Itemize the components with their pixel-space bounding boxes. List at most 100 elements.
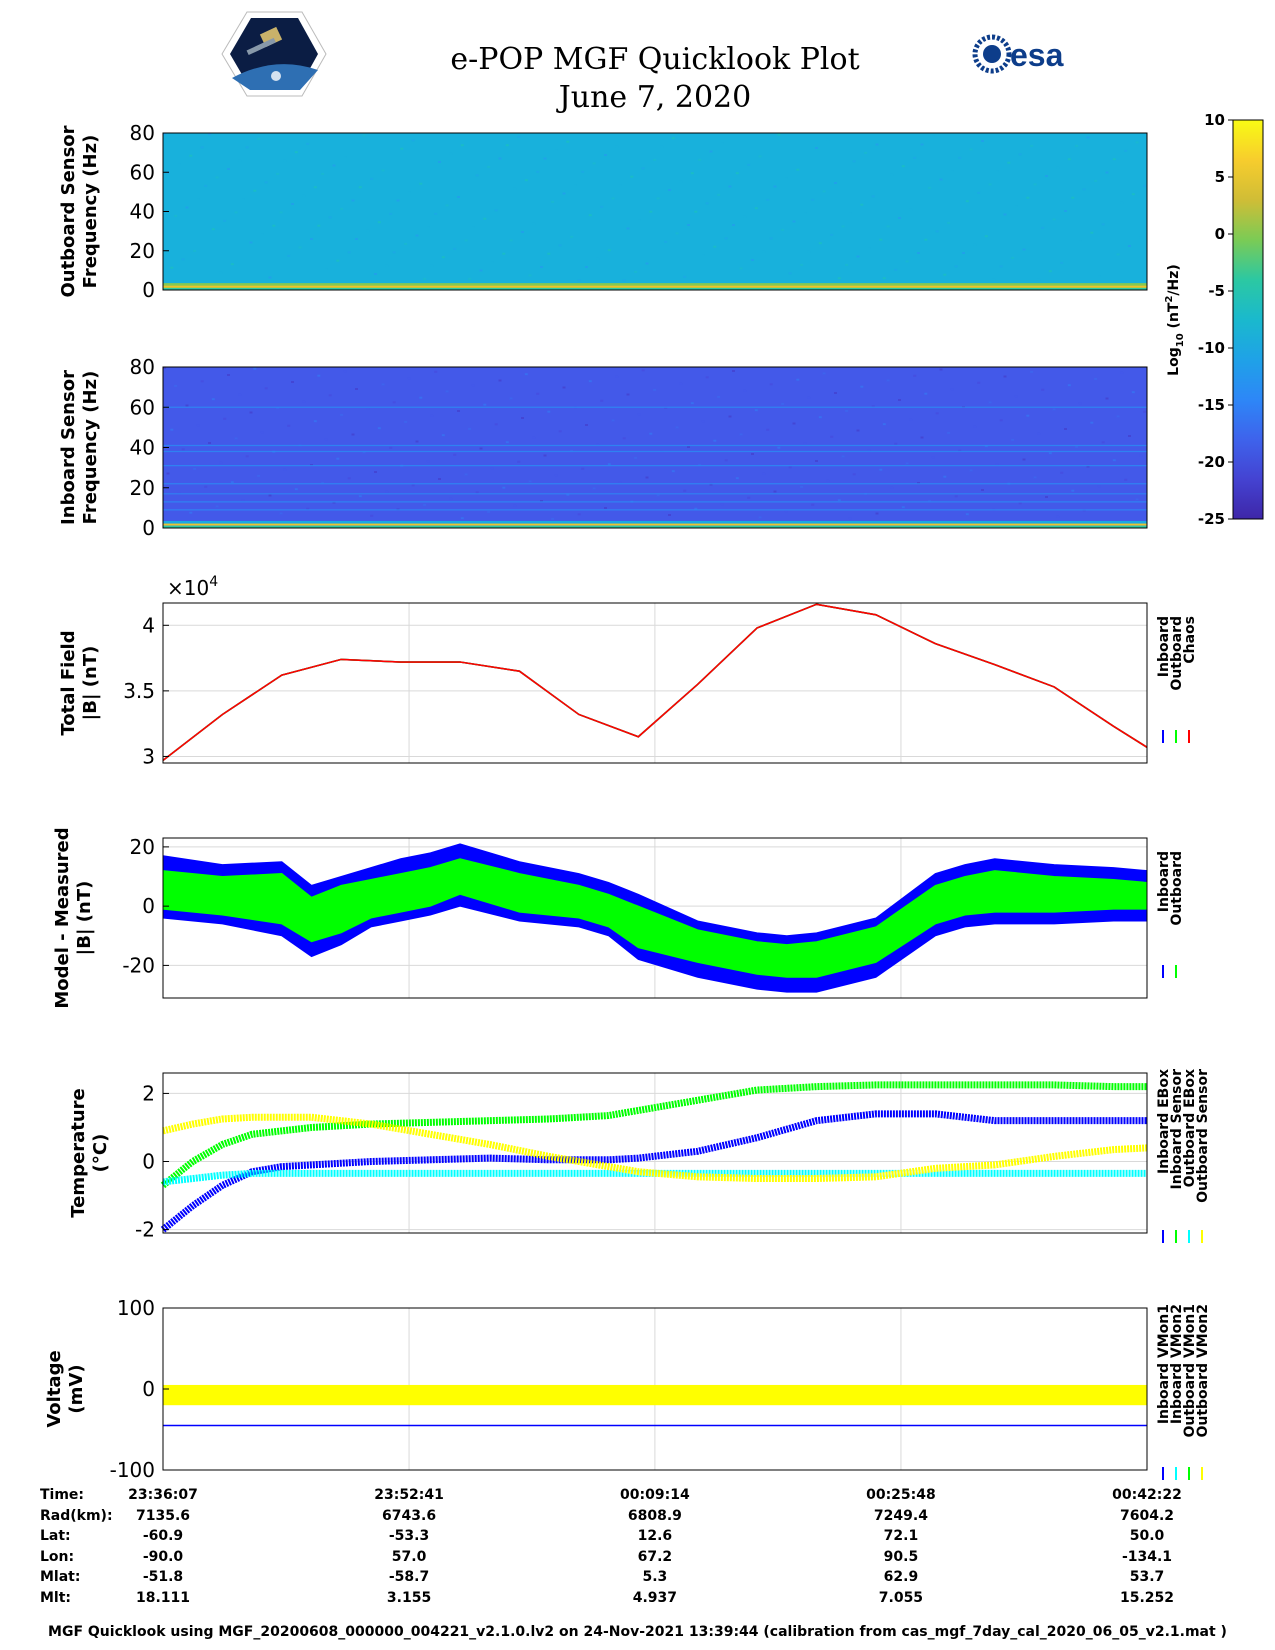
spectrogram-noise (1011, 256, 1015, 259)
spectrogram-noise (260, 431, 264, 434)
spectrogram-noise (321, 172, 325, 175)
spectrogram-noise (984, 445, 988, 448)
spectrogram-noise (547, 252, 551, 255)
spectrogram-noise (1045, 175, 1048, 177)
spectrogram-noise (1090, 421, 1094, 424)
spectrogram-noise (656, 494, 660, 497)
spectrogram-noise (1094, 179, 1098, 182)
ephemeris-value: 50.0 (1129, 1528, 1165, 1544)
spectrogram-noise (732, 224, 735, 226)
spectrogram-noise (423, 277, 427, 280)
ephemeris-value: 7.055 (878, 1589, 924, 1606)
spectrogram-noise (1007, 161, 1011, 164)
legend-entry: Chaos (1182, 616, 1198, 664)
spectrogram-noise (626, 393, 630, 396)
spectrogram-noise (618, 184, 622, 187)
spectrogram-noise (513, 187, 517, 190)
spectrogram-noise (487, 165, 491, 168)
spectrogram-noise (347, 477, 351, 480)
spectrogram-noise (641, 369, 645, 372)
spectrogram-noise (935, 230, 939, 233)
spectrogram-noise (324, 268, 328, 271)
spectrogram-noise (407, 377, 411, 380)
spectrogram-noise (1124, 478, 1128, 481)
spectrogram-noise (517, 135, 521, 138)
spectrogram-noise (1086, 136, 1090, 139)
spectrogram-noise (649, 432, 653, 435)
spectrogram-noise (234, 211, 238, 214)
spectrogram-noise (276, 406, 280, 409)
legend-label: Inboard (1156, 851, 1172, 912)
spectrogram-noise (1097, 485, 1101, 488)
spectrogram-noise (909, 418, 913, 421)
spectrogram-noise (1116, 415, 1120, 418)
spectrogram-noise (381, 383, 385, 386)
y-tick-label: 40 (130, 200, 155, 224)
spectrogram-noise (943, 475, 947, 478)
spectrogram-noise (460, 144, 464, 147)
spectrogram-noise (735, 477, 739, 480)
spectrogram-noise (374, 471, 377, 473)
spectrogram-noise (268, 276, 272, 279)
spectrogram-noise (370, 514, 374, 517)
spectrogram-noise (1135, 498, 1139, 501)
spectrogram-noise (396, 199, 400, 202)
spectrogram-noise (924, 392, 928, 395)
ephemeris-value: 7604.2 (1119, 1507, 1175, 1524)
spectrogram-noise (245, 455, 249, 458)
spectrogram-noise (230, 263, 234, 266)
spectrogram-noise (815, 460, 818, 462)
spectrogram-noise (313, 420, 317, 423)
ephemeris-value: 6743.6 (382, 1507, 437, 1524)
spectrogram-noise (777, 446, 781, 449)
ephemeris-value: 18.111 (135, 1589, 191, 1606)
legend-entry: Inboard Sensor (1169, 1069, 1185, 1190)
spectrogram-noise (257, 474, 261, 477)
spectrogram-noise (1022, 458, 1026, 461)
spectrogram-noise (837, 277, 841, 280)
voltage-frame (162, 1307, 1148, 1471)
model-measured-frame (162, 837, 1148, 999)
spectrogram-noise (687, 446, 690, 448)
spectrogram-noise (781, 402, 785, 405)
colorbar-tick-label: 0 (1215, 225, 1225, 243)
ephemeris-table: Time: Rad(km): Lat: Lon: Mlat: Mlt: 23:36:07 7… (0, 1487, 1275, 1612)
spectrogram-noise (954, 495, 958, 498)
spectrogram-noise (977, 381, 981, 384)
spectrogram-noise (310, 464, 313, 466)
spectrogram-noise (917, 252, 920, 254)
spectrogram-noise (683, 489, 687, 492)
spectrogram-noise (965, 200, 969, 203)
ephemeris-value: 00:42:22 (1112, 1487, 1182, 1503)
colorbar-label-part: Log (1166, 347, 1182, 376)
legend-label: Inboard VMon1 (1156, 1304, 1172, 1424)
spectrogram-noise (536, 392, 540, 395)
spectrogram-noise (170, 266, 174, 269)
ephemeris-label: Mlt: (40, 1589, 72, 1606)
spectrogram-noise (558, 244, 562, 247)
ephemeris-label: Lon: (40, 1548, 75, 1565)
spectrogram-noise (611, 197, 615, 200)
spectrogram-noise (981, 489, 984, 491)
spectrogram-noise (784, 177, 788, 180)
ephemeris-value: 00:25:48 (866, 1487, 936, 1503)
spectrogram-noise (988, 183, 992, 186)
spectrogram-noise (1112, 158, 1116, 161)
spectrogram-noise (227, 168, 230, 170)
y-axis-label-line1: Voltage (44, 1350, 65, 1427)
spectrogram-noise (245, 146, 249, 149)
spectrogram-noise (585, 266, 588, 268)
spectrogram-noise (306, 142, 310, 145)
legend-entry: Inboard (1156, 616, 1172, 677)
spectrogram-noise (739, 433, 743, 436)
spectrogram-noise (992, 278, 996, 281)
spectrogram-noise (570, 235, 574, 238)
spectrogram-noise (419, 396, 423, 399)
spectrogram-noise (698, 158, 702, 161)
spectrogram-noise (1131, 193, 1135, 196)
spectrogram-noise (886, 225, 890, 228)
ephemeris-label: Rad(km): (40, 1507, 113, 1524)
spectrogram-noise (468, 277, 472, 280)
spectrogram-noise (415, 234, 419, 237)
spectrogram-noise (958, 449, 962, 452)
